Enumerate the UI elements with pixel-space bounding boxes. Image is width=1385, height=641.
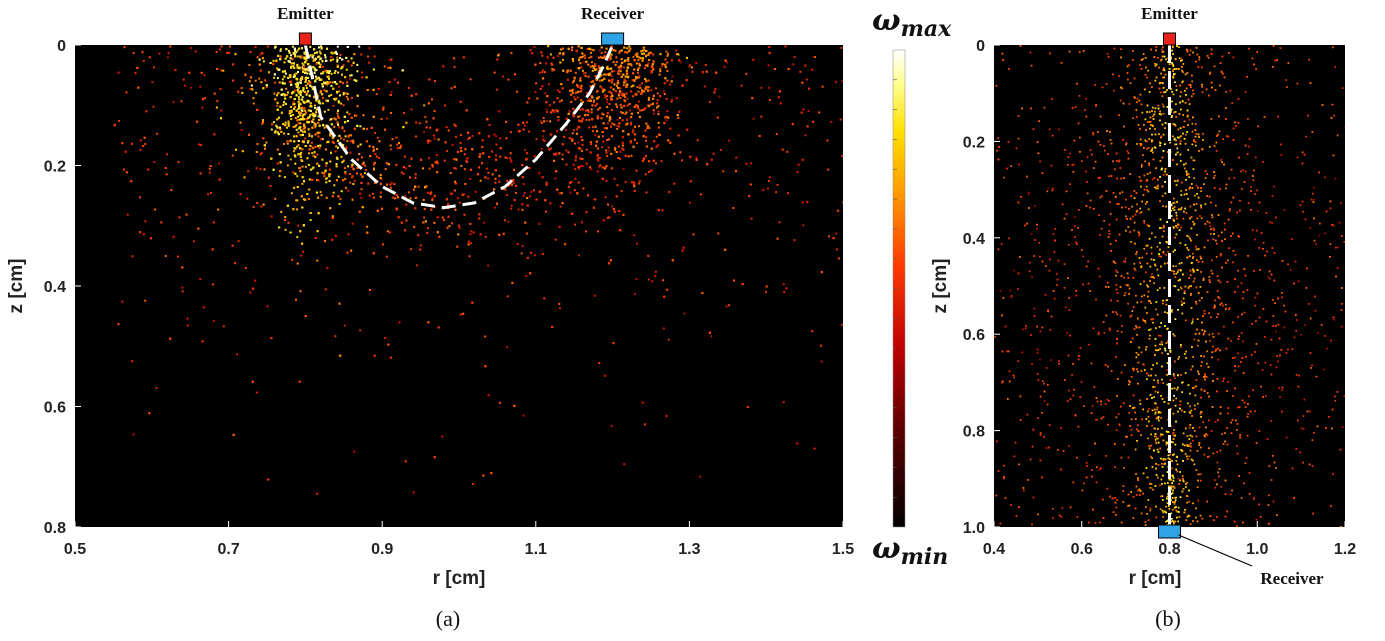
panel-a-x-axis-label: r [cm] <box>433 568 486 589</box>
panel-b-x-tick-label: 1.2 <box>1334 541 1356 558</box>
panel-b-receiver-marker <box>1158 524 1181 539</box>
panel-b-emitter-label: Emitter <box>1141 4 1198 23</box>
panel-a-x-tick-label: 1.5 <box>832 541 854 558</box>
panel-a-receiver-marker <box>601 32 625 46</box>
panel-b-y-axis-label: z [cm] <box>930 259 951 314</box>
panel-a-x-tick-label: 0.5 <box>64 541 86 558</box>
colorbar-ticks <box>893 79 897 498</box>
panel-b-y-tick-label: 0.2 <box>963 134 985 151</box>
panel-b-x-tick-label: 0.8 <box>1158 541 1180 558</box>
panel-b-x-axis-label: r [cm] <box>1129 568 1182 589</box>
panel-b-y-tick-label: 0.4 <box>963 231 985 248</box>
panel-a-x-tick-label: 1.3 <box>678 541 700 558</box>
panel-a-plot-area <box>75 45 843 527</box>
panel-b-x-tick-label: 1.0 <box>1246 541 1268 558</box>
panel-a-y-tick-label: 0 <box>57 38 66 55</box>
panel-a-x-tick-label: 1.1 <box>525 541 547 558</box>
panel-a-mean-path <box>303 44 614 210</box>
panel-a-x-tick-label: 0.7 <box>217 541 239 558</box>
panel-b-x-tick-label: 0.6 <box>1071 541 1093 558</box>
panel-b-y-tick-label: 1.0 <box>963 520 985 537</box>
panel-a-y-tick-label: 0.2 <box>44 159 66 176</box>
panel-a-caption: (a) <box>436 606 460 631</box>
panel-b-x-tick-label: 0.4 <box>983 541 1005 558</box>
panel-b-y-tick-label: 0.8 <box>963 424 985 441</box>
panel-a-emitter-marker <box>298 32 312 46</box>
panel-a-y-tick-label: 0.8 <box>44 520 66 537</box>
colorbar: ωmax ωmin <box>872 3 952 570</box>
colorbar-min-label: ωmin <box>872 531 948 570</box>
panel-a-ticks: 0.5 0.7 0.9 1.1 1.3 1.5 0 0.2 0.4 0.6 0.8 <box>44 38 854 558</box>
panel-b-caption: (b) <box>1155 606 1181 631</box>
panel-a-y-axis-label: z [cm] <box>6 259 27 314</box>
panel-a-emitter-label: Emitter <box>277 4 334 23</box>
panel-a-x-tick-label: 0.9 <box>371 541 393 558</box>
panel-b-y-tick-label: 0 <box>976 38 985 55</box>
panel-b-y-tick-label: 0.6 <box>963 327 985 344</box>
panel-b-ticks: 0.4 0.6 0.8 1.0 1.2 0 0.2 0.4 0.6 0.8 1.0 <box>963 38 1356 558</box>
panel-b-density-points <box>994 45 1345 527</box>
panel-b-receiver-label: Receiver <box>1260 569 1324 588</box>
panel-a-density-points <box>113 45 843 495</box>
panel-a-y-tick-label: 0.4 <box>44 279 66 296</box>
panel-b-receiver-pointer <box>1178 534 1253 567</box>
panel-b: 0.4 0.6 0.8 1.0 1.200.20.40.60.81.0 Emitter … <box>930 4 1356 631</box>
colorbar-max-label: ωmax <box>872 3 952 42</box>
panel-b-emitter-marker <box>1163 32 1176 46</box>
panel-a-y-tick-label: 0.6 <box>44 400 66 417</box>
panel-a: 0.5 0.7 0.9 1.1 1.3 1.500.20.40.60.8 Emitter … <box>6 4 854 631</box>
panel-a-receiver-label: Receiver <box>581 4 645 23</box>
